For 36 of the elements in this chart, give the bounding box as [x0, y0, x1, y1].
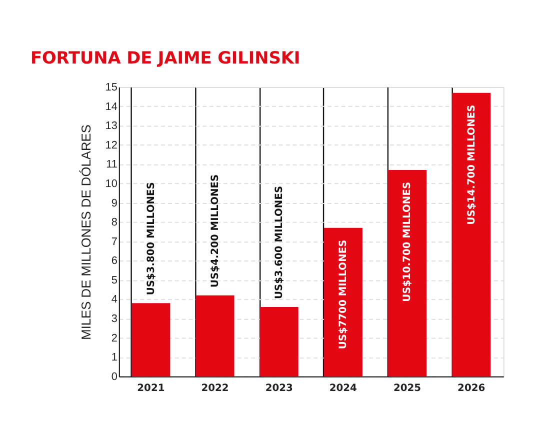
y-tick-label: 11 [106, 158, 118, 171]
y-tick-label: 1 [111, 352, 118, 364]
data-label: US$10.700 MILLONES [402, 182, 414, 302]
chart-title: FORTUNA DE JAIME GILINSKI [30, 47, 300, 68]
bar [452, 92, 491, 376]
x-tick-label: 2021 [137, 382, 165, 394]
data-label: US$3.600 MILLONES [274, 186, 286, 300]
data-label: US$14.700 MILLONES [466, 104, 478, 225]
bar [260, 306, 298, 376]
y-tick-label: 9 [111, 197, 118, 210]
bar [132, 303, 170, 376]
data-label: US$7700 MILLONES [338, 240, 350, 350]
x-tick-label: 2024 [329, 382, 358, 394]
y-tick-label: 2 [111, 332, 118, 344]
bar [388, 170, 426, 376]
y-tick-label: 4 [111, 294, 118, 306]
y-tick-label: 13 [105, 120, 118, 132]
y-tick-label: 3 [111, 312, 118, 325]
y-tick-label: 8 [111, 216, 118, 229]
y-tick-label: 10 [105, 178, 118, 190]
data-label: US$4.200 MILLONES [210, 174, 221, 288]
y-tick-label: 12 [105, 139, 118, 152]
x-tick-label: 2026 [458, 382, 486, 394]
bar [324, 228, 362, 376]
y-tick-label: 0 [111, 370, 118, 383]
y-tick-label: 5 [111, 274, 118, 286]
y-tick-label: 15 [105, 82, 118, 94]
y-tick-label: 14 [105, 100, 118, 113]
x-tick-label: 2022 [201, 382, 229, 394]
y-axis-title: MILES DE MILLONES DE DÓLARES [78, 124, 94, 340]
x-tick-label: 2025 [393, 382, 422, 394]
x-tick-label: 2023 [265, 382, 293, 394]
bar [196, 295, 234, 376]
y-tick-label: 7 [111, 236, 118, 248]
y-tick-label: 6 [111, 255, 118, 268]
data-label: US$3.800 MILLONES [146, 182, 157, 296]
